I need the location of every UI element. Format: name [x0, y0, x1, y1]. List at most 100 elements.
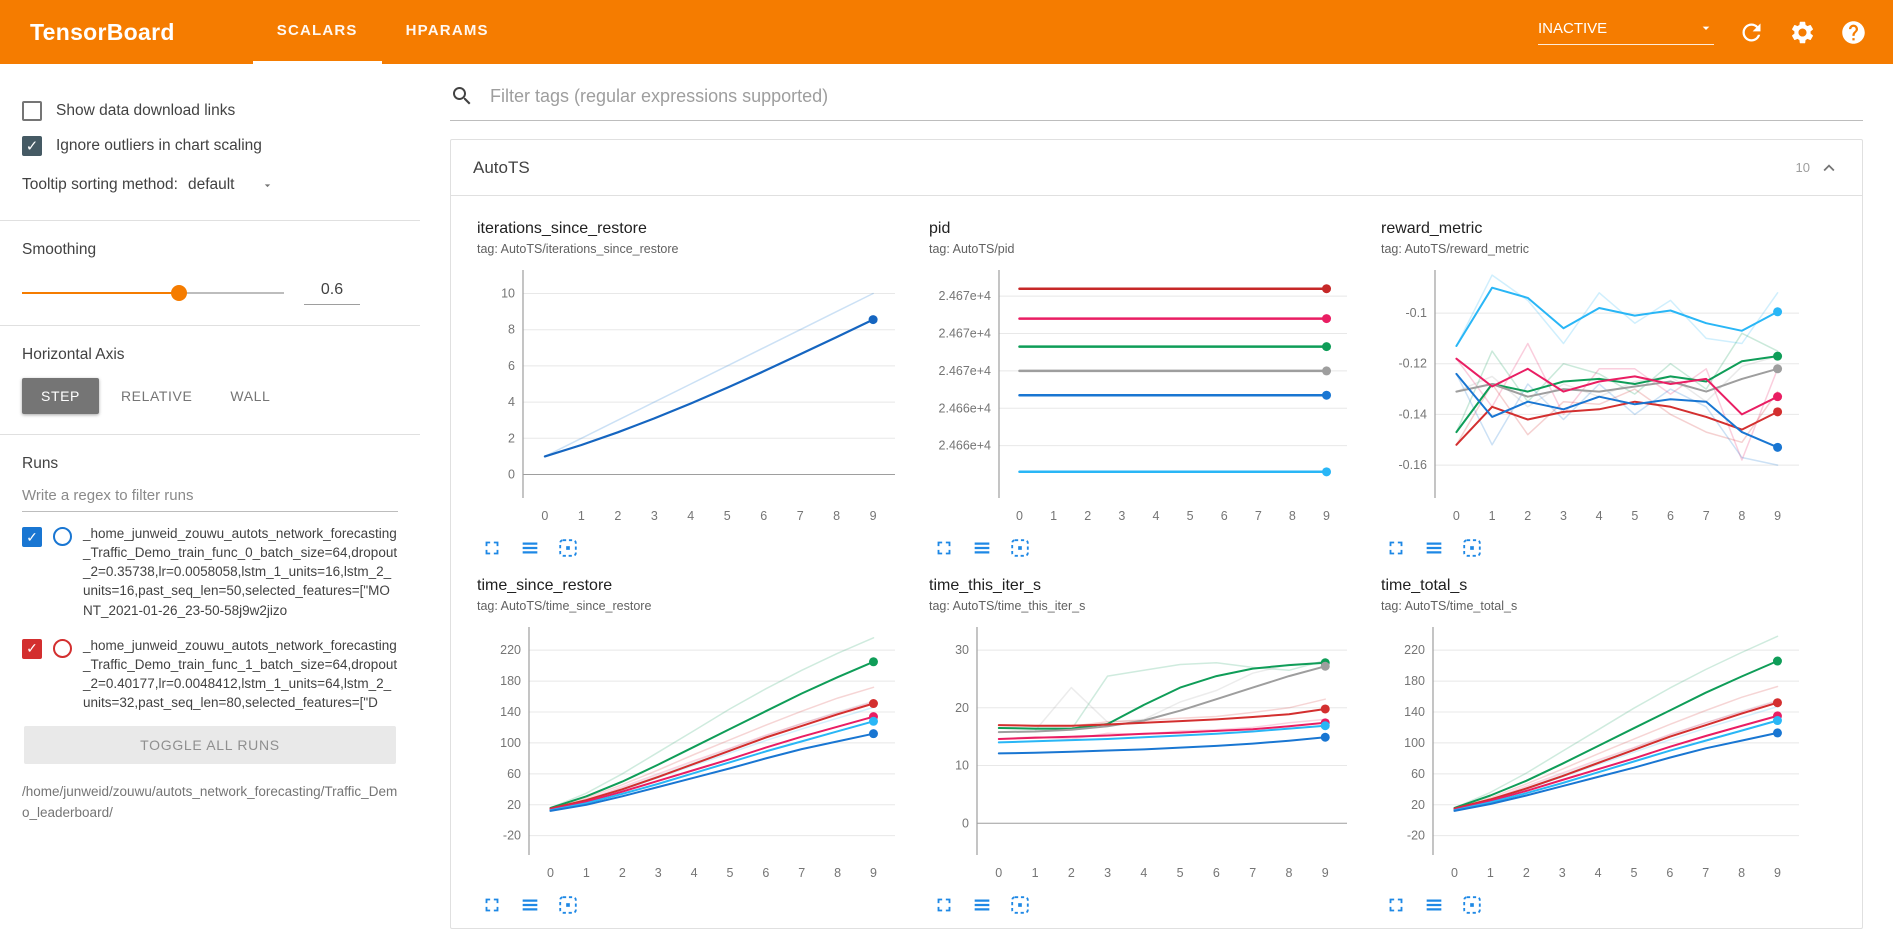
run-label: _home_junweid_zouwu_autots_network_forec…	[83, 637, 398, 711]
toggle-all-runs-button[interactable]: TOGGLE ALL RUNS	[24, 726, 396, 765]
fit-domain-icon[interactable]	[557, 894, 579, 916]
svg-text:1: 1	[1489, 509, 1496, 523]
tag-filter-input[interactable]	[488, 84, 1863, 108]
chart-tag: tag: AutoTS/time_this_iter_s	[929, 599, 1086, 613]
svg-text:3: 3	[655, 866, 662, 880]
chart-title: iterations_since_restore	[477, 220, 647, 237]
chevron-up-icon[interactable]	[1818, 157, 1840, 179]
svg-text:20: 20	[507, 798, 521, 812]
fit-domain-icon[interactable]	[1009, 537, 1031, 559]
svg-text:180: 180	[1404, 674, 1425, 688]
expand-chart-icon[interactable]	[933, 537, 955, 559]
svg-text:7: 7	[1702, 866, 1709, 880]
refresh-icon[interactable]	[1738, 19, 1765, 46]
svg-text:-0.16: -0.16	[1399, 458, 1428, 472]
svg-text:0: 0	[1451, 866, 1458, 880]
runs-table-icon[interactable]	[971, 894, 993, 916]
svg-text:100: 100	[500, 736, 521, 750]
chart-tag: tag: AutoTS/time_since_restore	[477, 599, 652, 613]
svg-text:9: 9	[1323, 509, 1330, 523]
fit-domain-icon[interactable]	[1461, 537, 1483, 559]
run-label: _home_junweid_zouwu_autots_network_forec…	[83, 526, 398, 618]
axis-wall-button[interactable]: WALL	[230, 388, 271, 404]
runs-table-icon[interactable]	[1423, 537, 1445, 559]
svg-text:5: 5	[724, 509, 731, 523]
chart-card: iterations_since_restore tag: AutoTS/iter…	[467, 214, 919, 571]
axis-step-button[interactable]: STEP	[22, 378, 99, 414]
runs-base-path: /home/junweid/zouwu/autots_network_forec…	[22, 784, 398, 820]
autots-card-header[interactable]: AutoTS 10	[451, 140, 1862, 196]
svg-text:6: 6	[762, 866, 769, 880]
smoothing-slider[interactable]	[22, 285, 284, 301]
svg-text:5: 5	[1630, 866, 1637, 880]
expand-chart-icon[interactable]	[933, 894, 955, 916]
svg-text:4: 4	[1140, 866, 1147, 880]
show-download-links-checkbox[interactable]: Show data download links	[22, 101, 398, 121]
fit-domain-icon[interactable]	[1461, 894, 1483, 916]
svg-text:60: 60	[507, 767, 521, 781]
svg-text:6: 6	[1213, 866, 1220, 880]
svg-text:10: 10	[501, 287, 515, 301]
svg-text:2.467e+4: 2.467e+4	[939, 289, 992, 303]
svg-text:140: 140	[1404, 705, 1425, 719]
expand-chart-icon[interactable]	[1385, 537, 1407, 559]
svg-text:0: 0	[541, 509, 548, 523]
runs-filter-input[interactable]	[22, 479, 398, 512]
runs-table-icon[interactable]	[1423, 894, 1445, 916]
smoothing-value-input[interactable]: 0.6	[304, 281, 360, 305]
run-checkbox[interactable]: ✓	[22, 638, 42, 659]
svg-text:7: 7	[797, 509, 804, 523]
ignore-outliers-checkbox[interactable]: ✓ Ignore outliers in chart scaling	[22, 136, 398, 156]
chart-card: pid tag: AutoTS/pid 2.467e+4 2.467e+4 2.467e…	[919, 214, 1371, 571]
expand-chart-icon[interactable]	[1385, 894, 1407, 916]
run-checkbox[interactable]: ✓	[22, 527, 42, 547]
svg-text:7: 7	[798, 866, 805, 880]
status-dropdown[interactable]: INACTIVE	[1538, 20, 1714, 45]
chart-canvas[interactable]: -0.1 -0.12 -0.14 -0.16 0 1 2 3 4 5 6 7 8 9	[1381, 260, 1811, 528]
svg-text:9: 9	[870, 509, 877, 523]
axis-relative-button[interactable]: RELATIVE	[120, 388, 193, 404]
fit-domain-icon[interactable]	[1009, 894, 1031, 916]
card-chart-count: 10	[1795, 160, 1810, 175]
chart-tag: tag: AutoTS/reward_metric	[1381, 242, 1529, 256]
svg-text:4: 4	[687, 509, 694, 523]
svg-text:60: 60	[1411, 767, 1425, 781]
tooltip-sorting-dropdown[interactable]: default	[188, 176, 274, 194]
expand-chart-icon[interactable]	[481, 537, 503, 559]
fit-domain-icon[interactable]	[557, 537, 579, 559]
svg-text:0: 0	[547, 866, 554, 880]
runs-table-icon[interactable]	[971, 537, 993, 559]
tab-hparams[interactable]: HPARAMS	[405, 22, 489, 39]
runs-label: Runs	[22, 455, 59, 472]
chart-card: reward_metric tag: AutoTS/reward_metric -0…	[1371, 214, 1823, 571]
slider-thumb[interactable]	[171, 285, 188, 301]
chart-canvas[interactable]: 0 2 4 6 8 10 0 1 2 3 4 5 6 7 8 9	[477, 260, 907, 528]
chart-toolbar	[1381, 890, 1813, 928]
caret-down-icon	[1702, 26, 1710, 30]
runs-table-icon[interactable]	[519, 537, 541, 559]
svg-text:140: 140	[500, 705, 521, 719]
svg-text:4: 4	[1595, 866, 1602, 880]
svg-text:2: 2	[619, 866, 626, 880]
caret-down-icon	[264, 183, 270, 187]
svg-text:7: 7	[1249, 866, 1256, 880]
chart-canvas[interactable]: -20 20 60 100 140 180 220 0 1 2 3 4 5 6 7 8 9	[1381, 617, 1811, 885]
runs-table-icon[interactable]	[519, 894, 541, 916]
chart-canvas[interactable]: 0 10 20 30 0 1 2 3 4 5 6 7 8 9	[929, 617, 1359, 885]
search-icon	[453, 87, 471, 105]
autots-card: AutoTS 10 iterations_since_restore tag: A…	[450, 139, 1863, 929]
settings-gear-icon[interactable]	[1789, 19, 1816, 46]
svg-text:8: 8	[1285, 866, 1292, 880]
svg-text:-0.12: -0.12	[1399, 357, 1428, 371]
run-solo-radio[interactable]	[53, 638, 72, 658]
nav-tabs: SCALARS HPARAMS	[252, 0, 513, 64]
sidebar: Show data download links ✓ Ignore outlie…	[0, 64, 420, 929]
chart-canvas[interactable]: 2.467e+4 2.467e+4 2.467e+4 2.466e+4 2.466e+4…	[929, 260, 1359, 528]
chart-title: pid	[929, 220, 951, 237]
expand-chart-icon[interactable]	[481, 894, 503, 916]
run-solo-radio[interactable]	[53, 527, 72, 546]
svg-text:2: 2	[1068, 866, 1075, 880]
tab-scalars[interactable]: SCALARS	[252, 0, 382, 64]
chart-canvas[interactable]: -20 20 60 100 140 180 220 0 1 2 3 4 5 6 7 8 9	[477, 617, 907, 885]
help-icon[interactable]	[1840, 19, 1867, 46]
